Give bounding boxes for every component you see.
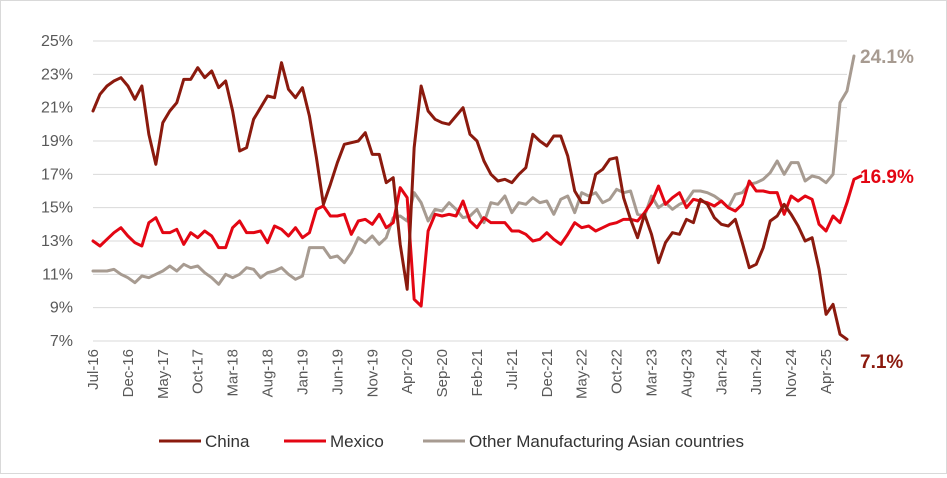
series-lines bbox=[91, 54, 863, 341]
end-label-other-manufacturing-asian-countries: 24.1% bbox=[860, 47, 914, 68]
y-tick-label: 25% bbox=[41, 33, 73, 50]
series-line-other-manufacturing-asian-countries bbox=[91, 54, 856, 286]
x-tick-label: Nov-24 bbox=[783, 349, 800, 397]
x-tick-label: Sep-20 bbox=[434, 349, 451, 397]
y-axis: 25% 23% 21% 19% 17% 15% 13% 11% 9% 7% bbox=[41, 33, 73, 350]
x-tick-label: Nov-19 bbox=[364, 349, 381, 397]
y-tick-label: 17% bbox=[41, 166, 73, 183]
legend-label: Other Manufacturing Asian countries bbox=[469, 432, 744, 451]
x-tick-label: May-22 bbox=[574, 349, 591, 399]
series-line-mexico bbox=[91, 174, 863, 308]
x-tick-label: Oct-17 bbox=[190, 349, 207, 394]
x-tick-label: Oct-22 bbox=[609, 349, 626, 394]
x-tick-label: Mar-23 bbox=[644, 349, 661, 397]
x-tick-label: Jul-16 bbox=[85, 349, 102, 390]
x-tick-label: Apr-20 bbox=[399, 349, 416, 394]
legend-label: China bbox=[205, 432, 250, 451]
end-label-china: 7.1% bbox=[860, 352, 903, 373]
x-tick-label: Aug-18 bbox=[260, 349, 277, 397]
x-tick-label: Feb-21 bbox=[469, 349, 486, 397]
y-tick-label: 15% bbox=[41, 200, 73, 217]
y-tick-label: 7% bbox=[50, 333, 73, 350]
y-tick-label: 21% bbox=[41, 100, 73, 117]
y-tick-label: 23% bbox=[41, 66, 73, 83]
x-tick-label: Jan-24 bbox=[713, 349, 730, 395]
x-tick-label: Jan-19 bbox=[294, 349, 311, 395]
x-tick-label: May-17 bbox=[155, 349, 172, 399]
x-tick-label: Dec-16 bbox=[120, 349, 137, 397]
x-tick-label: Jul-21 bbox=[504, 349, 521, 390]
end-labels: 7.1% 16.9% 24.1% bbox=[860, 47, 914, 373]
x-tick-label: Aug-23 bbox=[678, 349, 695, 397]
x-tick-label: Jun-24 bbox=[748, 349, 765, 395]
x-axis: Jul-16 Dec-16 May-17 Oct-17 Mar-18 Aug-18 Jan-… bbox=[85, 349, 835, 399]
legend: China Mexico Other Manufacturing Asian cou… bbox=[159, 432, 744, 451]
y-tick-label: 19% bbox=[41, 133, 73, 150]
x-tick-label: Dec-21 bbox=[539, 349, 556, 397]
gridlines bbox=[93, 40, 847, 342]
x-tick-label: Mar-18 bbox=[225, 349, 242, 397]
end-label-mexico: 16.9% bbox=[860, 167, 914, 188]
y-tick-label: 13% bbox=[41, 233, 73, 250]
y-tick-label: 9% bbox=[50, 300, 73, 317]
y-tick-label: 11% bbox=[42, 266, 73, 283]
series-line-china bbox=[91, 61, 849, 341]
x-tick-label: Jun-19 bbox=[329, 349, 346, 395]
x-tick-label: Apr-25 bbox=[818, 349, 835, 394]
legend-label: Mexico bbox=[330, 432, 384, 451]
